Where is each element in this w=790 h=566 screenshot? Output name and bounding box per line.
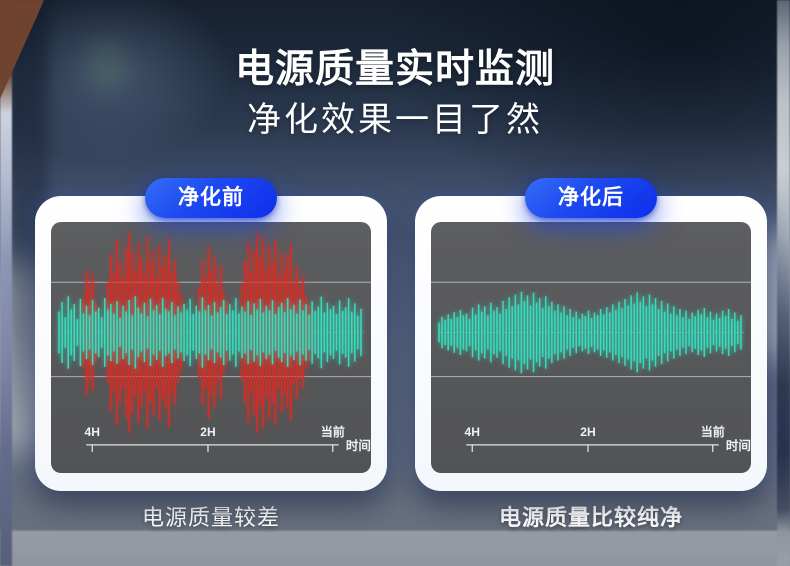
axis-tick-label: 2H [200, 425, 215, 439]
wave-core [438, 291, 742, 374]
screen-after: 4H 2H 当前 时间 [431, 222, 751, 473]
badge-after: 净化后 [525, 178, 657, 218]
panel-before: 净化前 4H 2H 当前 时间 电源质量较差 [35, 178, 387, 530]
caption-before: 电源质量较差 [141, 505, 280, 530]
axis-tick-label: 当前 [701, 424, 725, 439]
axis-tick-label: 4H [465, 425, 480, 439]
card-before: 4H 2H 当前 时间 [35, 196, 387, 491]
caption-after: 电源质量比较纯净 [498, 505, 683, 530]
axis-tick-label: 当前 [321, 424, 345, 439]
panel-after: 净化后 4H 2H 当前 时间 电源质量比较纯净 [415, 178, 767, 530]
headline: 电源质量实时监测 净化效果一目了然 [0, 46, 790, 140]
background-left-strip [0, 0, 12, 566]
axis-unit-label: 时间 [726, 438, 751, 453]
screen-before: 4H 2H 当前 时间 [51, 222, 371, 473]
background-right-strip [777, 0, 790, 566]
page-subtitle: 净化效果一目了然 [247, 101, 543, 139]
axis-unit-label: 时间 [346, 438, 371, 453]
card-after: 4H 2H 当前 时间 [415, 196, 767, 491]
wave-core [58, 296, 362, 369]
page-title: 电源质量实时监测 [234, 48, 555, 91]
background-green-blob [84, 42, 128, 92]
axis-tick-label: 2H [580, 425, 595, 439]
axis-tick-label: 4H [85, 425, 100, 439]
badge-before: 净化前 [145, 178, 277, 218]
